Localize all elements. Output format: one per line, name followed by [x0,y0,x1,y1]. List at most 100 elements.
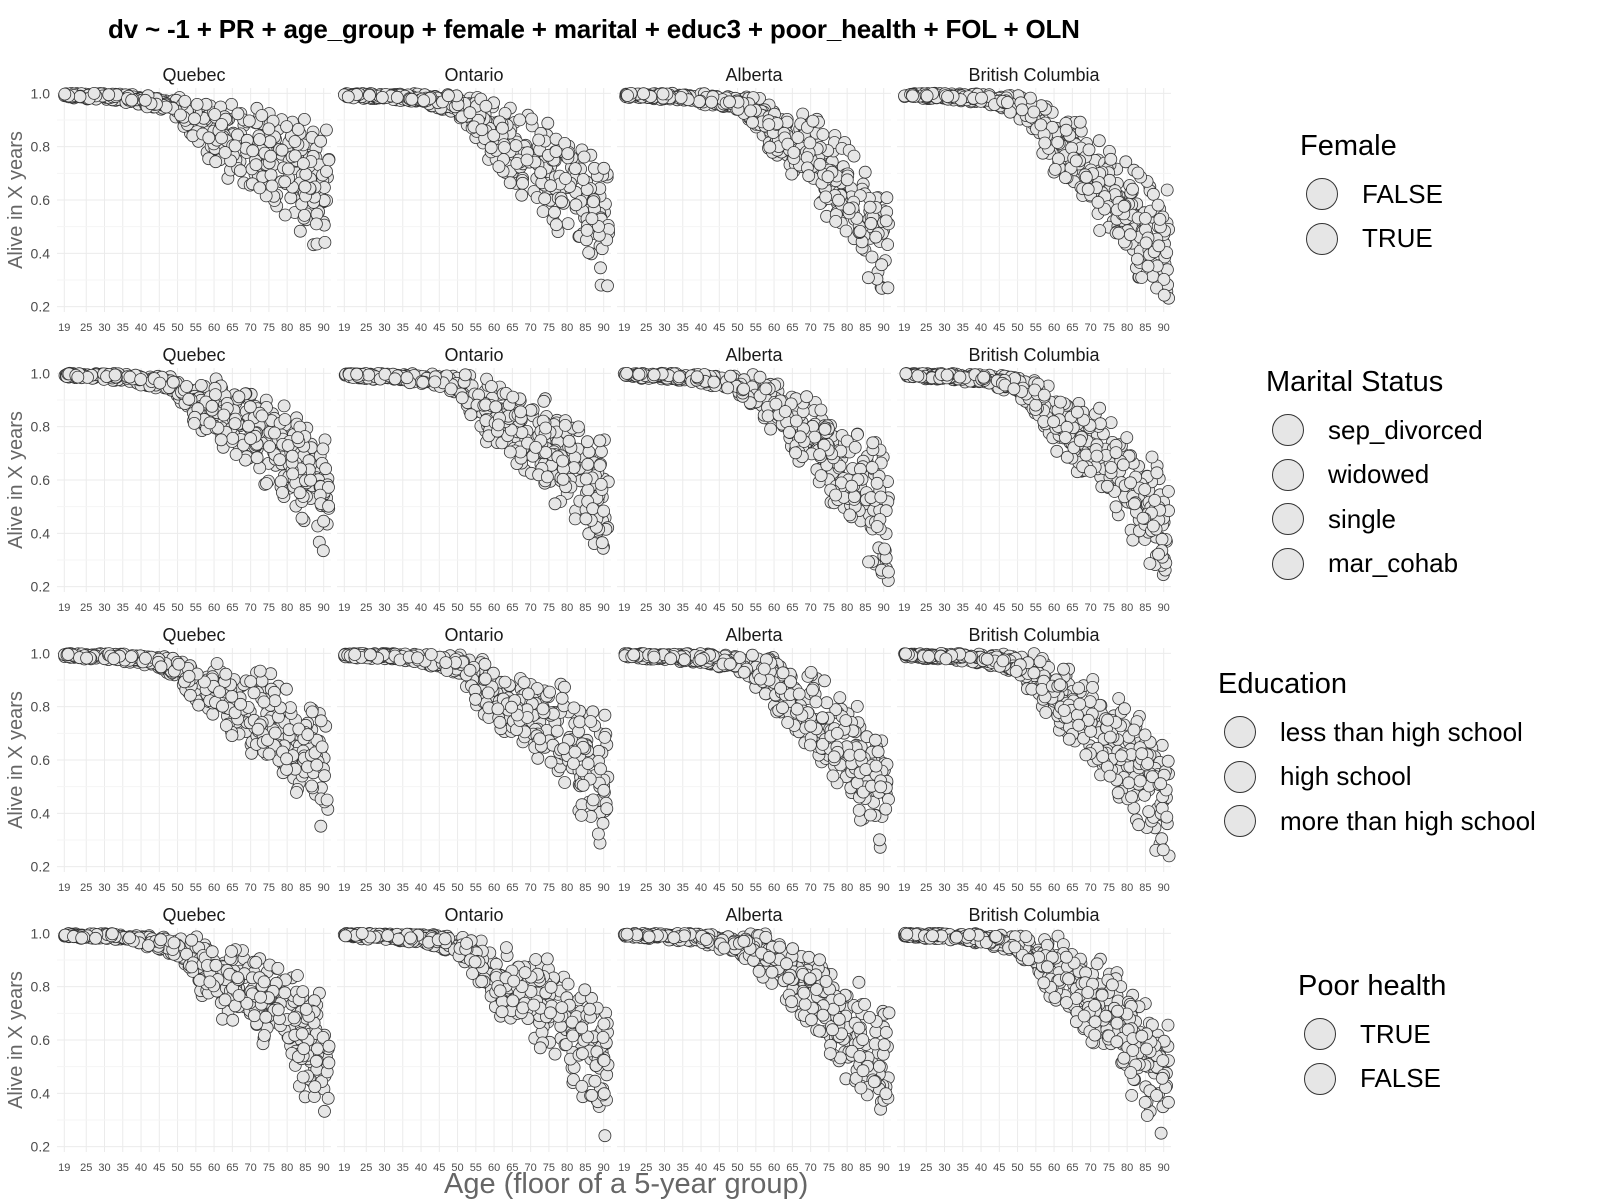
data-point [429,376,441,388]
x-tick-label: 70 [1085,322,1097,334]
data-point [745,105,757,117]
data-point [976,92,988,104]
data-point [563,435,575,447]
facet-label-ontario: Ontario [444,345,503,365]
data-point [764,141,776,153]
y-tick-label: 0.4 [31,525,51,541]
data-point [248,687,260,699]
data-point [364,89,376,101]
data-point [1059,172,1071,184]
x-tick-label: 70 [245,602,257,614]
data-point [189,113,201,125]
x-tick-label: 40 [975,602,987,614]
data-point [233,391,245,403]
data-point [1118,200,1130,212]
data-point [871,521,883,533]
data-point [760,383,772,395]
x-tick-label: 40 [415,322,427,334]
data-point [183,393,195,405]
data-point [846,480,858,492]
data-point [278,400,290,412]
data-point [673,371,685,383]
data-point [794,431,806,443]
data-point [376,91,388,103]
x-tick-label: 80 [1121,322,1133,334]
data-point [540,422,552,434]
data-point [541,471,553,483]
x-tick-label: 65 [506,322,518,334]
x-tick-label: 25 [640,322,652,334]
data-point [274,454,286,466]
data-point [815,404,827,416]
x-tick-label: 90 [318,322,330,334]
x-tick-label: 90 [598,602,610,614]
data-point [708,376,720,388]
data-point [912,370,924,382]
data-point [218,409,230,421]
data-point [465,409,477,421]
data-point [88,87,100,99]
data-point [580,473,592,485]
data-point [1071,406,1083,418]
x-tick-label: 45 [153,602,165,614]
y-tick-label: 0.8 [31,139,51,155]
data-point [247,145,259,157]
data-point [820,191,832,203]
data-point [1146,451,1158,463]
x-tick-label: 30 [98,322,110,334]
y-tick-label: 0.6 [31,472,51,488]
x-tick-label: 40 [975,322,987,334]
data-point [1074,435,1086,447]
data-point [879,543,891,555]
data-point [315,135,327,147]
data-point [254,134,266,146]
x-tick-label: 80 [841,602,853,614]
data-point [691,371,703,383]
x-tick-label: 70 [525,322,537,334]
x-tick-label: 85 [1139,322,1151,334]
data-point [1053,153,1065,165]
data-point [266,180,278,192]
data-point [215,434,227,446]
data-point [1125,477,1137,489]
data-point [515,406,527,418]
x-tick-label: 35 [117,602,129,614]
data-point [560,173,572,185]
data-point [556,196,568,208]
data-point [1092,196,1104,208]
x-tick-label: 19 [58,882,70,894]
data-point [1162,485,1174,497]
data-point [1060,124,1072,136]
data-point [289,136,301,148]
y-axis-title: Alive in X years [5,131,27,269]
x-tick-label: 50 [451,322,463,334]
data-point [595,262,607,274]
data-point [510,140,522,152]
data-point [297,158,309,170]
data-point [1131,253,1143,265]
data-point [581,436,593,448]
data-point [294,487,306,499]
data-point [507,391,519,403]
data-point [195,379,207,391]
data-point [139,94,151,106]
data-point [504,446,516,458]
data-point [1154,213,1166,225]
data-point [862,272,874,284]
x-tick-label: 75 [1103,322,1115,334]
data-point [320,124,332,136]
x-tick-label: 85 [299,322,311,334]
data-point [276,487,288,499]
data-point [754,371,766,383]
data-point [1048,416,1060,428]
data-point [526,113,538,125]
data-point [263,123,275,135]
data-point [921,90,933,102]
data-point [320,463,332,475]
data-point [203,132,215,144]
data-point [844,509,856,521]
data-point [310,218,322,230]
x-tick-label: 60 [488,602,500,614]
data-point [864,201,876,213]
x-tick-label: 35 [677,322,689,334]
